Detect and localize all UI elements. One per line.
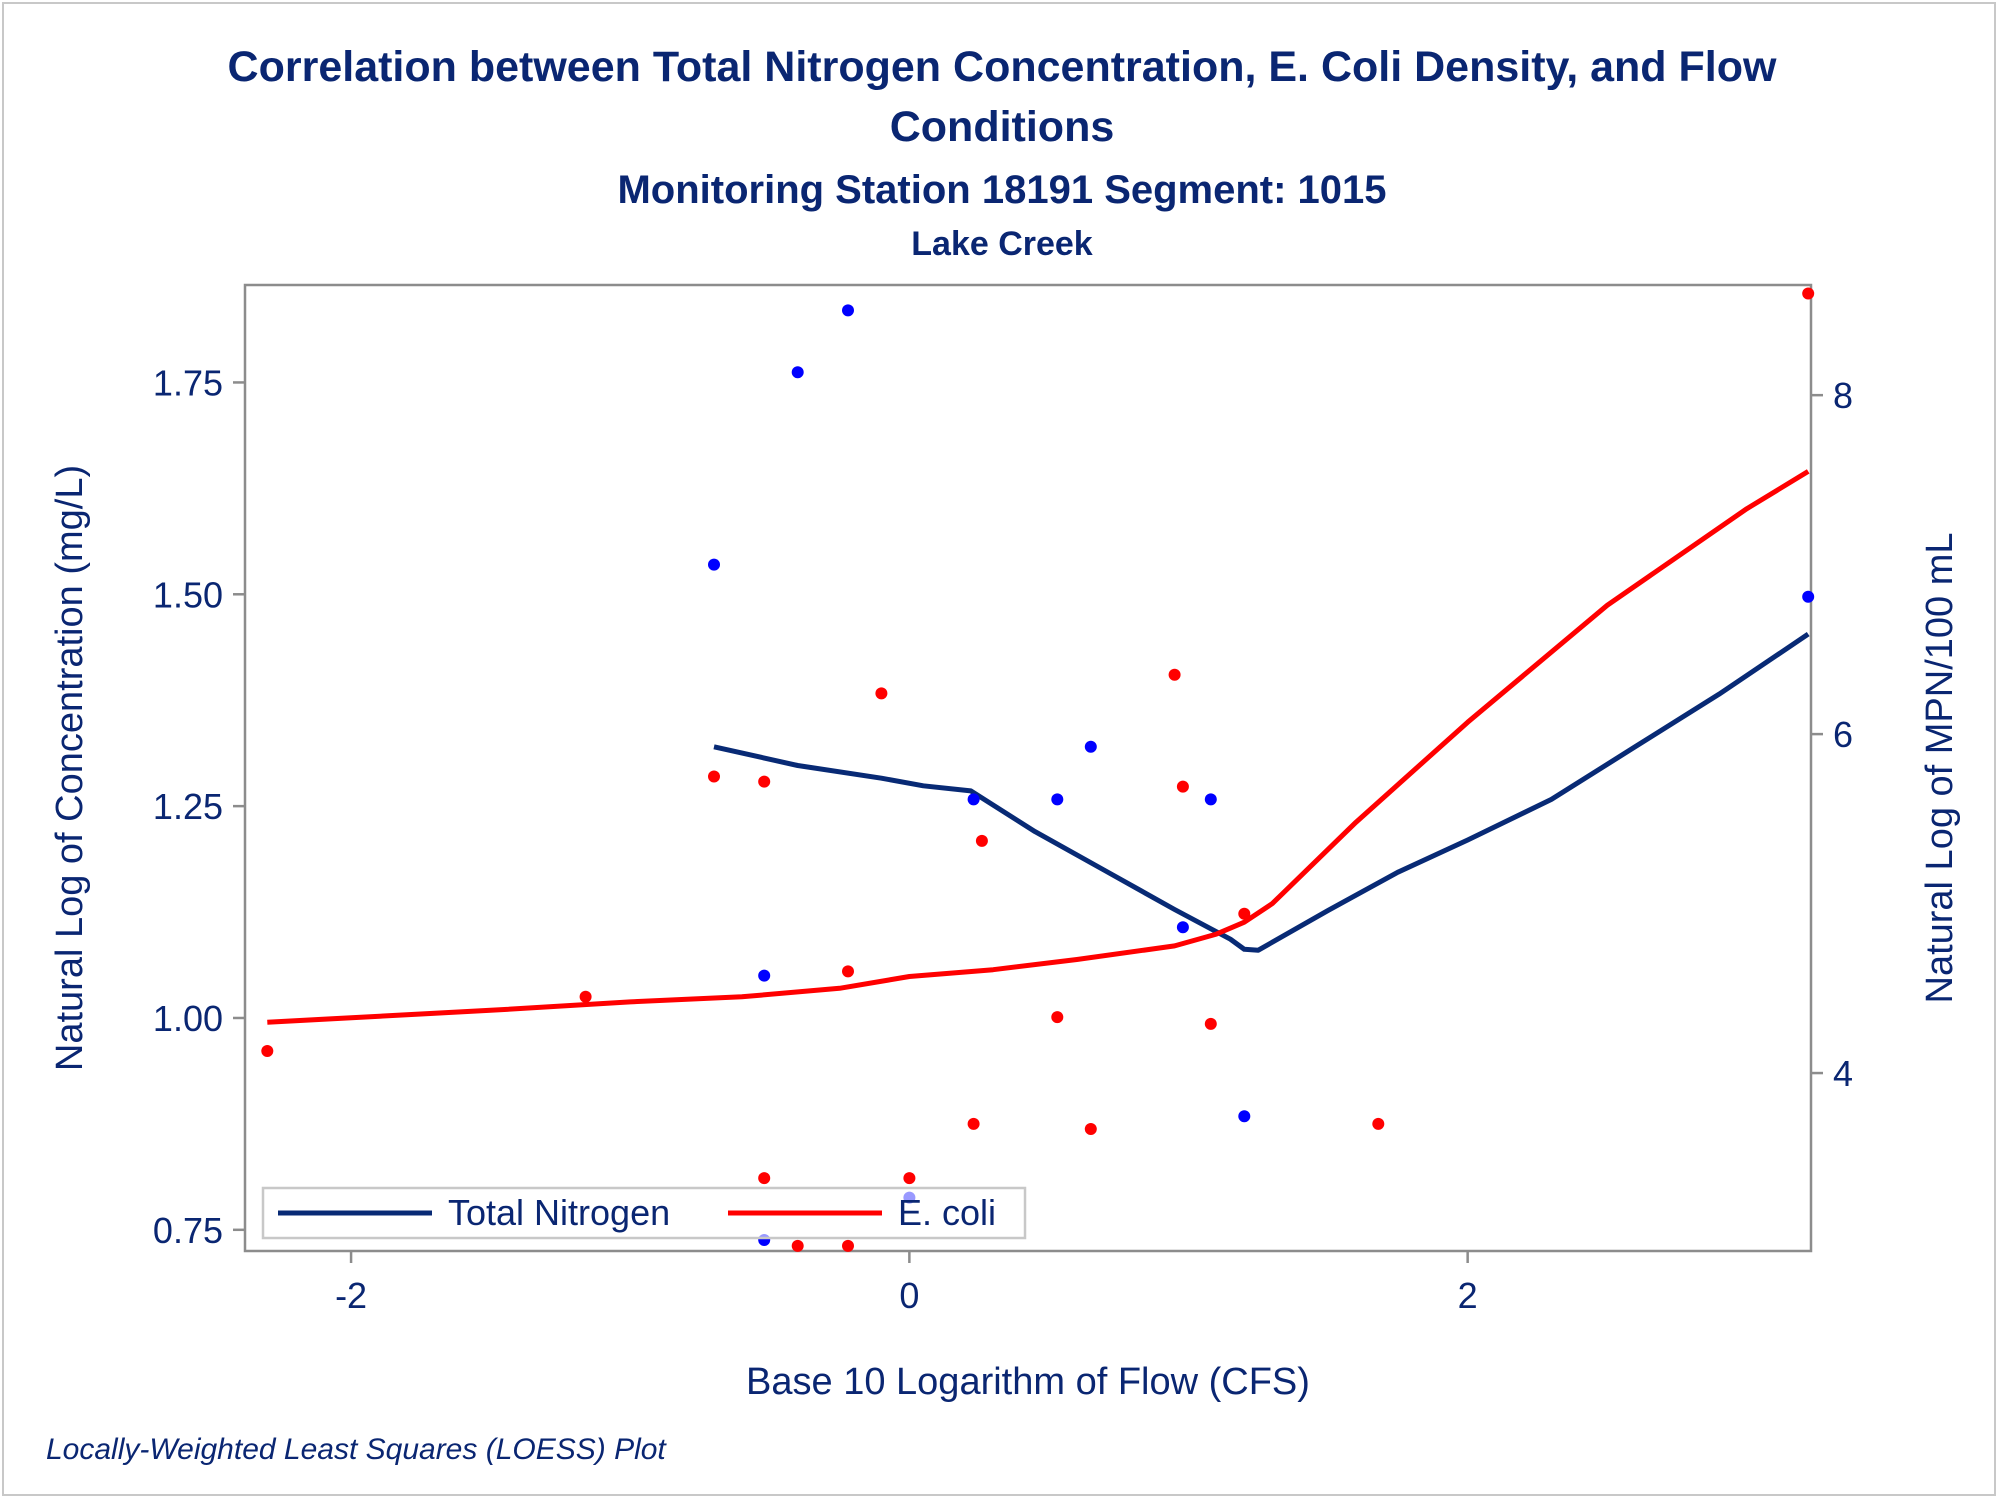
- ecoli-point: [875, 687, 888, 700]
- chart: Correlation between Total Nitrogen Conce…: [46, 43, 1961, 1466]
- chart-subtitle-location: Lake Creek: [911, 225, 1093, 263]
- y-right-tick-label: 8: [1833, 375, 1853, 416]
- legend-label-nitrogen: Total Nitrogen: [448, 1192, 670, 1233]
- ecoli-point: [1238, 907, 1251, 920]
- loess-line-total-nitrogen: [713, 632, 1810, 953]
- x-tick-label: 2: [1458, 1275, 1478, 1316]
- nitrogen-point: [1238, 1110, 1251, 1123]
- y-left-tick-label: 1.25: [153, 786, 223, 827]
- nitrogen-point: [1051, 793, 1064, 806]
- nitrogen-point: [967, 793, 980, 806]
- ecoli-point: [1176, 780, 1189, 793]
- ecoli-point: [758, 1172, 771, 1185]
- y-right-tick-label: 4: [1833, 1053, 1853, 1094]
- nitrogen-point: [1802, 590, 1815, 603]
- y-right-tick-label: 6: [1833, 714, 1853, 755]
- nitrogen-point: [708, 558, 720, 571]
- y-left-tick-label: 1.00: [153, 998, 223, 1039]
- loess-line-ecoli: [267, 469, 1810, 1025]
- legend: Total Nitrogen E. coli: [261, 1186, 1027, 1240]
- y-axis-right-label: Natural Log of MPN/100 mL: [1919, 532, 1961, 1003]
- ecoli-point: [758, 775, 771, 788]
- chart-title-line2: Conditions: [890, 103, 1115, 151]
- ecoli-point: [842, 965, 854, 978]
- ecoli-point: [708, 770, 720, 783]
- axes: -2 0 2 0.75 1.00 1.25 1.50 1.75 4 6 8: [153, 362, 1853, 1316]
- ecoli-point: [1168, 668, 1181, 681]
- x-tick-label: 0: [899, 1275, 919, 1316]
- y-left-tick-label: 1.50: [153, 574, 223, 615]
- ecoli-point: [579, 990, 592, 1003]
- y-left-tick-label: 1.75: [153, 362, 223, 403]
- ecoli-point: [975, 834, 988, 847]
- nitrogen-point: [1204, 793, 1217, 806]
- ecoli-point: [842, 1239, 854, 1252]
- x-tick-label: -2: [335, 1275, 367, 1316]
- nitrogen-point: [842, 304, 854, 317]
- legend-label-ecoli: E. coli: [898, 1192, 996, 1233]
- y-left-tick-label: 0.75: [153, 1210, 223, 1251]
- ecoli-point: [1204, 1017, 1217, 1030]
- footnote: Locally-Weighted Least Squares (LOESS) P…: [46, 1433, 667, 1466]
- data-points: [261, 287, 1815, 1252]
- chart-subtitle: Monitoring Station 18191 Segment: 1015: [617, 168, 1386, 212]
- nitrogen-point: [1176, 921, 1189, 934]
- nitrogen-point: [1084, 740, 1097, 753]
- ecoli-point: [1372, 1117, 1385, 1130]
- ecoli-point: [261, 1045, 274, 1057]
- ecoli-point: [1802, 287, 1815, 300]
- nitrogen-point: [758, 969, 771, 982]
- chart-title-line1: Correlation between Total Nitrogen Conce…: [228, 43, 1777, 91]
- ecoli-point: [967, 1117, 980, 1130]
- nitrogen-point: [791, 366, 804, 379]
- plot-area: [243, 283, 1813, 1253]
- ecoli-point: [1051, 1011, 1064, 1024]
- x-axis-label: Base 10 Logarithm of Flow (CFS): [746, 1361, 1310, 1403]
- loess-lines: [267, 469, 1810, 1025]
- y-axis-left-label: Natural Log of Concentration (mg/L): [49, 465, 91, 1071]
- ecoli-point: [903, 1172, 916, 1185]
- ecoli-point: [1084, 1123, 1097, 1135]
- ecoli-point: [791, 1239, 804, 1252]
